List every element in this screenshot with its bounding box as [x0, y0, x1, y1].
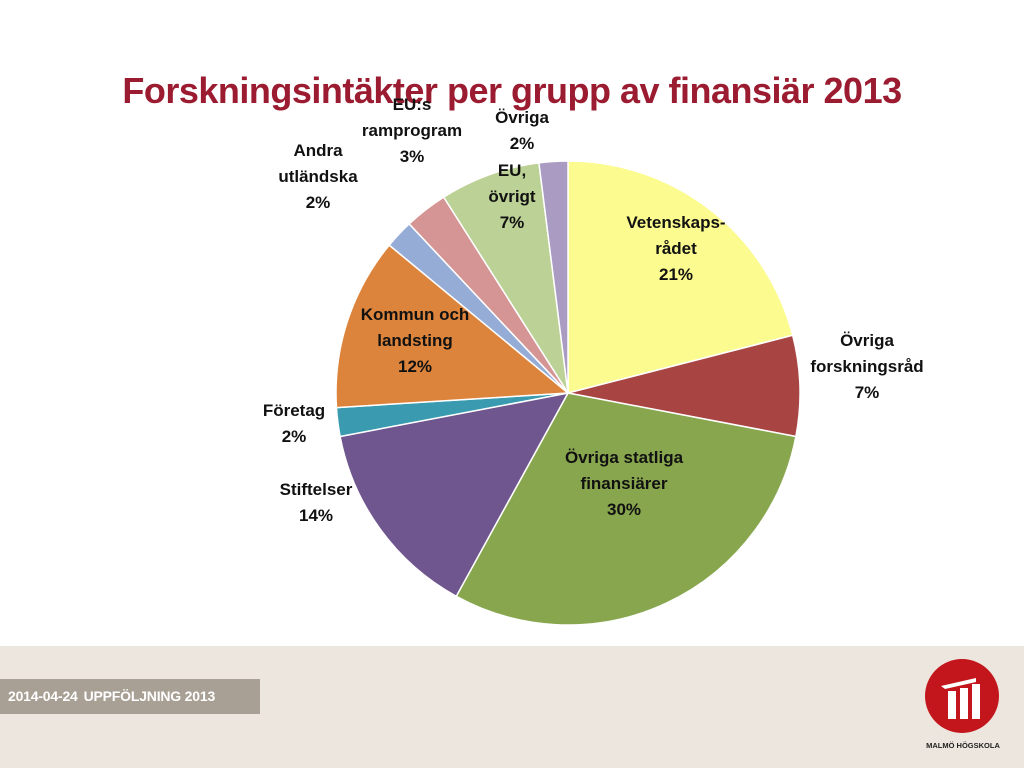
logo-text: MALMÖ HÖGSKOLA [926, 741, 1000, 750]
slice-label-5: Företag 2% [263, 401, 325, 446]
footer-label: UPPFÖLJNING 2013 [83, 688, 216, 704]
footer-tag: 2014-04-24 UPPFÖLJNING 2013 [0, 679, 260, 714]
pie-slice-10 [538, 160, 569, 394]
slice-label-6: Kommun och landsting 12% [361, 305, 470, 376]
slice-label-2: Övriga forskningsråd 7% [810, 331, 923, 402]
logo-pillar-1 [948, 691, 956, 719]
pie-slice-9 [442, 161, 569, 394]
logo-bar [941, 678, 976, 689]
slice-label-10: Övriga 2% [495, 108, 549, 153]
pie-slice-2 [567, 334, 801, 438]
pie-slice-1 [567, 160, 794, 394]
logo-pillar-3 [972, 684, 980, 719]
slice-label-4: Stiftelser 14% [280, 480, 353, 525]
logo-pillar-2 [960, 688, 968, 719]
slice-label-8: EU:s ramprogram 3% [362, 95, 462, 166]
slice-label-3: Övriga statliga finansiärer 30% [565, 448, 684, 519]
slice-label-7: Andra utländska 2% [278, 141, 358, 212]
footer-date: 2014-04-24 [8, 688, 78, 704]
slice-label-9: EU, övrigt 7% [488, 161, 536, 232]
pie-slice-6 [335, 244, 570, 409]
pie-slice-4 [339, 391, 570, 598]
pie-chart: Vetenskaps-rådet 21% Övriga forskningsråd 7%… [263, 95, 924, 626]
slice-label-1: Vetenskaps-rådet 21% [626, 213, 725, 284]
pie-slice-3 [455, 392, 797, 626]
malmo-hogskola-logo: MALMÖ HÖGSKOLA [925, 659, 1000, 750]
chart-title: Forskningsintäkter per grupp av finansiä… [122, 70, 902, 111]
